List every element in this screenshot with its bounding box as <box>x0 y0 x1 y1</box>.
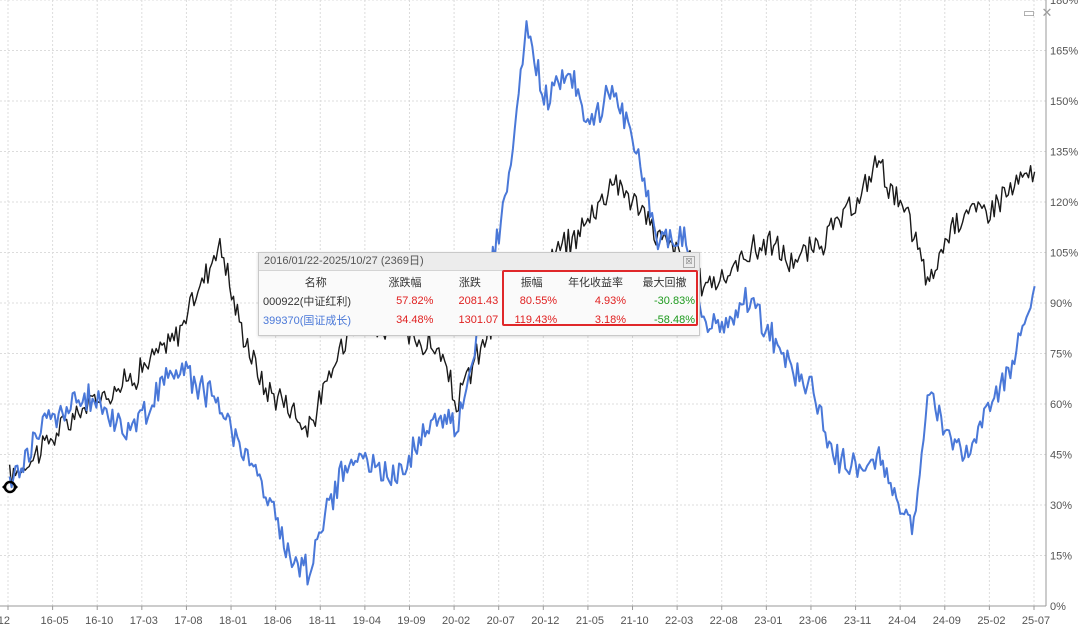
row-amp: 119.43% <box>514 313 558 326</box>
grid <box>0 0 1046 607</box>
y-axis-ticks: 0% 15% 30% 45% 60% 75% 90% 105% 120% 135% 150% 165%… <box>1050 0 1078 613</box>
x-tick-label: 22-03 <box>665 615 693 627</box>
y-tick-label: 105% <box>1050 248 1078 260</box>
x-tick-label: 18-01 <box>219 615 247 627</box>
x-tick-label: 25-02 <box>977 615 1005 627</box>
row-pct: 57.82% <box>396 294 434 307</box>
row-pct: 34.48% <box>396 313 434 326</box>
x-tick-label: 23-06 <box>799 615 827 627</box>
row-mdd: -58.48% <box>654 313 695 326</box>
x-tick-label: 22-08 <box>710 615 738 627</box>
header-ann: 年化收益率 <box>568 276 624 289</box>
y-tick-label: 30% <box>1050 500 1072 512</box>
table-row[interactable]: 399370(国证成长) 34.48% 1301.07 119.43% 3.18… <box>259 310 699 329</box>
y-tick-label: 0% <box>1050 601 1066 613</box>
x-axis-ticks: 15-12 16-05 16-10 17-03 17-08 18-01 18-06 18-11… <box>0 606 1050 627</box>
y-tick-label: 150% <box>1050 96 1078 108</box>
y-tick-label: 60% <box>1050 399 1072 411</box>
x-tick-label: 15-12 <box>0 615 10 627</box>
y-tick-label: 45% <box>1050 450 1072 462</box>
x-tick-label: 25-07 <box>1022 615 1050 627</box>
y-tick-label: 90% <box>1050 298 1072 310</box>
x-tick-label: 20-12 <box>531 615 559 627</box>
x-tick-label: 17-08 <box>174 615 202 627</box>
close-icon[interactable]: ✕ <box>1041 5 1053 20</box>
row-chg: 1301.07 <box>458 313 499 326</box>
row-mdd: -30.83% <box>654 294 695 307</box>
y-tick-label: 15% <box>1050 551 1072 563</box>
x-tick-label: 16-10 <box>85 615 113 627</box>
stats-table: 名称 涨跌幅 涨跌 振幅 年化收益率 最大回撤 000922(中证红利) 57.… <box>259 272 699 329</box>
header-mdd: 最大回撤 <box>642 276 687 289</box>
x-tick-label: 24-04 <box>888 615 916 627</box>
y-tick-label: 180% <box>1050 0 1078 7</box>
y-tick-label: 120% <box>1050 197 1078 209</box>
x-tick-label: 18-11 <box>309 615 336 627</box>
header-pct: 涨跌幅 <box>388 276 422 289</box>
x-tick-label: 21-05 <box>576 615 604 627</box>
row-chg: 2081.43 <box>458 294 499 307</box>
x-tick-label: 17-03 <box>130 615 158 627</box>
y-tick-label: 165% <box>1050 46 1078 58</box>
x-tick-label: 23-01 <box>754 615 782 627</box>
row-name: 000922(中证红利) <box>263 295 352 308</box>
series-line-2 <box>8 20 1036 586</box>
y-tick-label: 75% <box>1050 349 1072 361</box>
x-tick-label: 18-06 <box>264 615 292 627</box>
header-chg: 涨跌 <box>458 276 481 289</box>
row-ann: 4.93% <box>594 294 627 307</box>
table-row[interactable]: 000922(中证红利) 57.82% 2081.43 80.55% 4.93%… <box>259 291 699 310</box>
x-tick-label: 19-04 <box>353 615 381 627</box>
header-amp: 振幅 <box>520 276 543 289</box>
panel-title: 2016/01/22-2025/10/27 (2369日) <box>259 253 699 271</box>
stats-header-row: 名称 涨跌幅 涨跌 振幅 年化收益率 最大回撤 <box>259 272 699 291</box>
x-tick-label: 19-09 <box>397 615 425 627</box>
x-tick-label: 24-09 <box>933 615 961 627</box>
x-tick-label: 21-10 <box>620 615 648 627</box>
row-ann: 3.18% <box>594 313 627 326</box>
row-name: 399370(国证成长) <box>263 314 352 327</box>
restore-icon[interactable]: ▭ <box>1022 5 1036 20</box>
row-amp: 80.55% <box>519 294 558 307</box>
window-controls: ▭ ✕ <box>1022 6 1056 22</box>
x-tick-label: 20-02 <box>442 615 470 627</box>
y-tick-label: 135% <box>1050 147 1078 159</box>
x-tick-label: 23-11 <box>844 615 871 627</box>
panel-close-icon[interactable]: ☒ <box>683 256 695 268</box>
x-tick-label: 20-07 <box>487 615 515 627</box>
crosshair-cursor-icon <box>2 480 18 494</box>
header-name: 名称 <box>304 276 327 289</box>
axes <box>0 0 1047 607</box>
x-tick-label: 16-05 <box>41 615 69 627</box>
interval-stats-panel: 2016/01/22-2025/10/27 (2369日) ☒ 名称 涨跌幅 涨… <box>258 252 700 336</box>
